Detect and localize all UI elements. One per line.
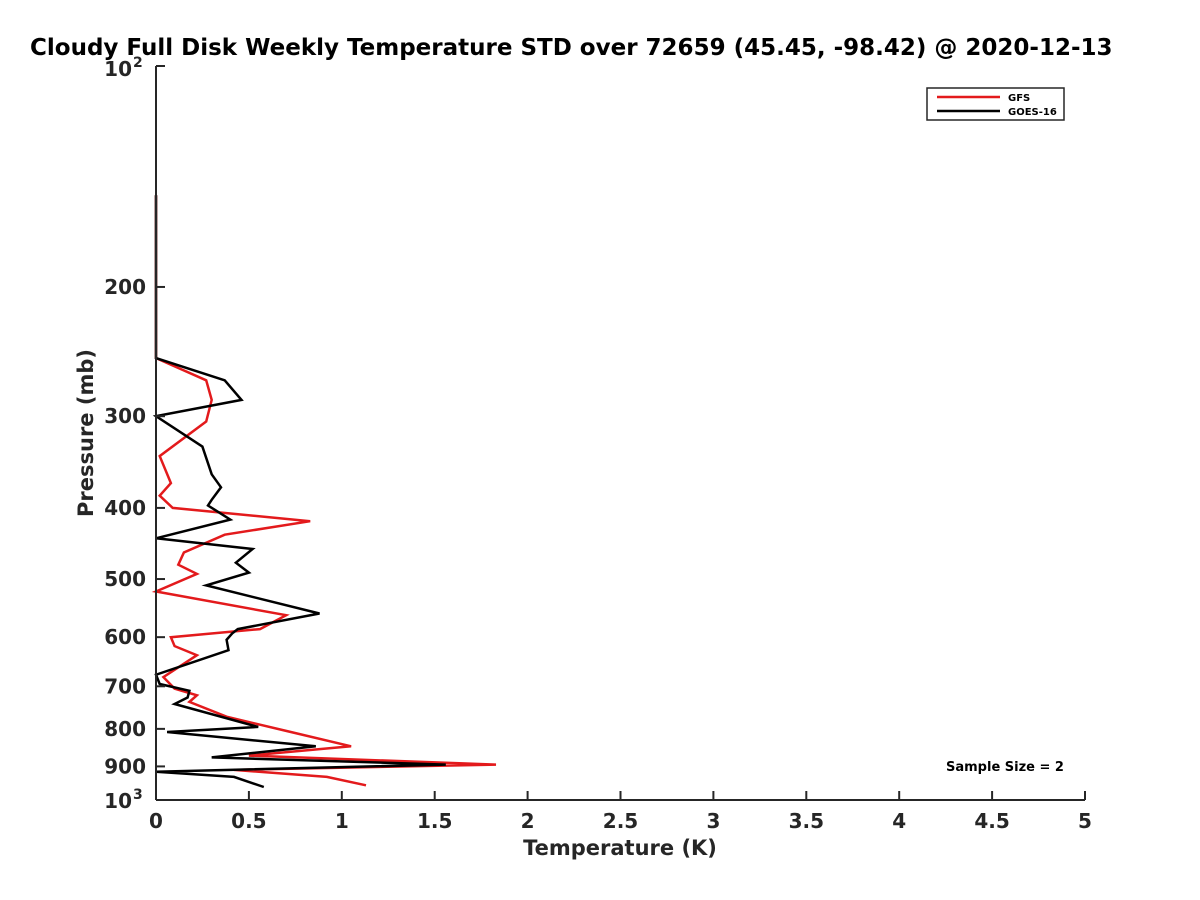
x-tick-label: 3 bbox=[706, 809, 720, 833]
y-tick-label-power: 10 bbox=[104, 789, 132, 813]
y-tick-label: 200 bbox=[104, 275, 146, 299]
chart-title: Cloudy Full Disk Weekly Temperature STD … bbox=[30, 35, 1113, 61]
legend: GFS GOES-16 bbox=[926, 87, 1065, 121]
y-tick-label: 300 bbox=[104, 404, 146, 428]
y-tick-label: 800 bbox=[104, 717, 146, 741]
y-tick-label: 600 bbox=[104, 625, 146, 649]
y-axis-title: Pressure (mb) bbox=[74, 349, 98, 517]
y-tick-label-exponent: 3 bbox=[133, 787, 143, 803]
y-tick-label: 900 bbox=[104, 754, 146, 778]
x-tick-label: 1.5 bbox=[417, 809, 452, 833]
x-tick-label: 0.5 bbox=[231, 809, 266, 833]
series-line-gfs bbox=[151, 195, 497, 787]
series-line-goes-16 bbox=[152, 195, 446, 789]
legend-label-goes-16: GOES-16 bbox=[1008, 107, 1057, 118]
y-tick-label: 700 bbox=[104, 674, 146, 698]
x-tick-label: 2.5 bbox=[603, 809, 638, 833]
x-tick-label: 4 bbox=[892, 809, 906, 833]
legend-label-gfs: GFS bbox=[1008, 93, 1030, 104]
x-tick-label: 4.5 bbox=[974, 809, 1009, 833]
y-tick-label: 400 bbox=[104, 496, 146, 520]
x-axis-ticks: 0 0.5 1 1.5 2 2.5 3 3.5 4 4.5 5 bbox=[149, 791, 1092, 833]
y-tick-label-exponent: 2 bbox=[133, 55, 143, 71]
y-tick-label: 500 bbox=[104, 567, 146, 591]
sample-size-annotation: Sample Size = 2 bbox=[946, 760, 1064, 775]
x-tick-label: 1 bbox=[335, 809, 349, 833]
x-tick-label: 5 bbox=[1078, 809, 1092, 833]
plot-series-group bbox=[151, 195, 497, 789]
x-tick-label: 0 bbox=[149, 809, 163, 833]
x-tick-label: 2 bbox=[521, 809, 535, 833]
legend-box bbox=[926, 87, 1065, 121]
x-axis-title: Temperature (K) bbox=[523, 836, 717, 860]
x-tick-label: 3.5 bbox=[789, 809, 824, 833]
y-tick-label-power: 10 bbox=[104, 57, 132, 81]
